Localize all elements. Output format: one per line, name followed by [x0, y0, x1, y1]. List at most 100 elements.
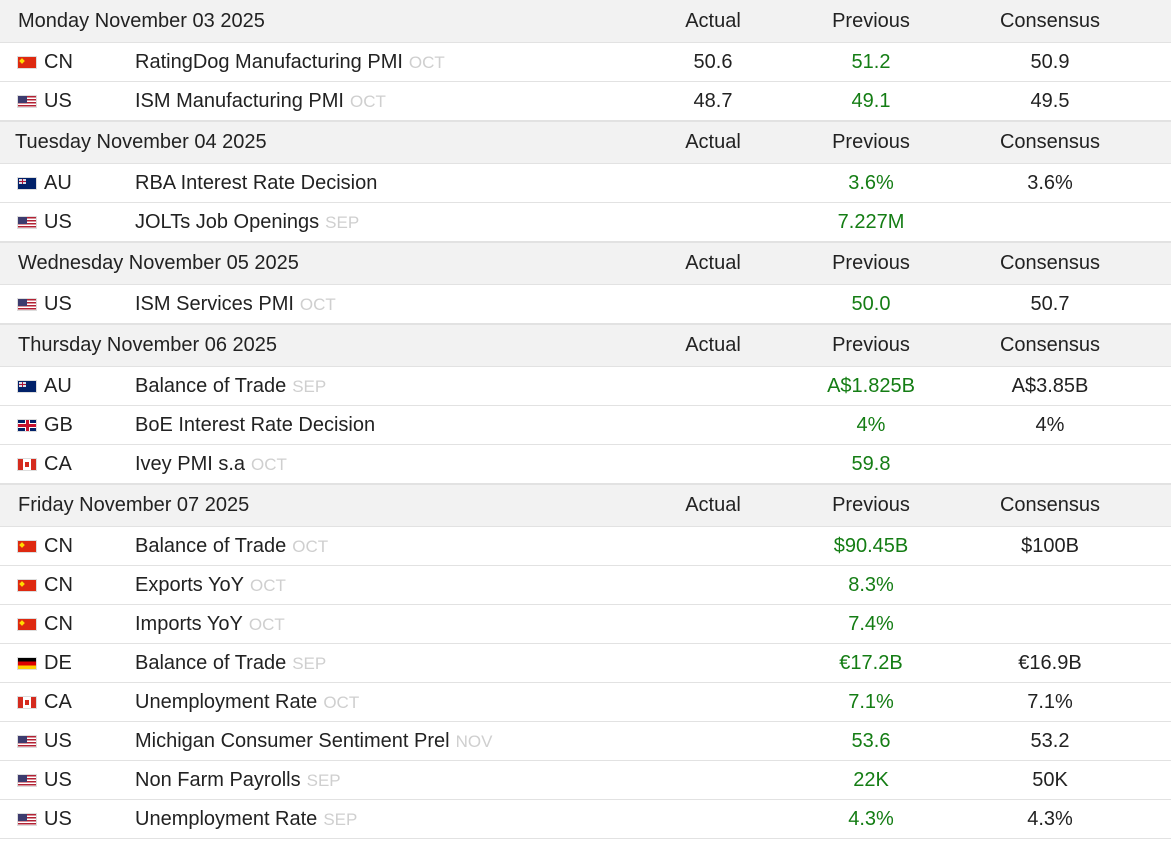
- consensus-column-header: Consensus: [999, 334, 1101, 356]
- event-row[interactable]: AU RBA Interest Rate Decision 3.6% 3.6%: [0, 164, 1171, 203]
- day-date: Thursday November 06 2025: [18, 334, 278, 356]
- previous-value: 7.227M: [837, 210, 905, 233]
- event-name-link[interactable]: Unemployment Rate: [135, 807, 318, 830]
- event-row[interactable]: US ISM Manufacturing PMI OCT 48.7 49.1 49.5: [0, 82, 1171, 121]
- actual-value: 50.6: [693, 50, 733, 73]
- event-period: OCT: [249, 575, 286, 595]
- event-row[interactable]: CA Unemployment Rate OCT 7.1% 7.1%: [0, 683, 1171, 722]
- actual-column-header: Actual: [685, 131, 741, 153]
- consensus-value: 4%: [1035, 413, 1065, 436]
- event-name-link[interactable]: Balance of Trade: [135, 534, 287, 557]
- ca-flag-icon: [17, 695, 37, 709]
- previous-value: 59.8: [851, 452, 891, 475]
- country-code: AU: [44, 374, 72, 397]
- event-row[interactable]: CA Ivey PMI s.a OCT 59.8: [0, 445, 1171, 484]
- country-cell: US: [0, 808, 135, 831]
- us-flag-icon: [17, 812, 37, 826]
- event-cell: RBA Interest Rate Decision: [135, 172, 1171, 195]
- event-row[interactable]: CN Imports YoY OCT 7.4%: [0, 605, 1171, 644]
- event-name-link[interactable]: Imports YoY: [135, 612, 243, 635]
- country-cell: CA: [0, 691, 135, 714]
- us-flag-icon: [17, 297, 37, 311]
- event-name-link[interactable]: Michigan Consumer Sentiment Prel: [135, 729, 450, 752]
- us-flag-icon: [17, 734, 37, 748]
- country-code: CN: [44, 534, 73, 557]
- country-cell: CN: [0, 613, 135, 636]
- cn-flag-icon: [17, 539, 37, 553]
- event-name-link[interactable]: Exports YoY: [135, 573, 244, 596]
- consensus-value: 50K: [1032, 768, 1068, 791]
- event-name-link[interactable]: RatingDog Manufacturing PMI: [135, 50, 403, 73]
- event-name-link[interactable]: JOLTs Job Openings: [135, 210, 320, 233]
- consensus-value: 4.3%: [1027, 807, 1073, 830]
- event-row[interactable]: AU Balance of Trade SEP A$1.825B A$3.85B: [0, 367, 1171, 406]
- country-cell: DE: [0, 652, 135, 675]
- event-row[interactable]: GB BoE Interest Rate Decision 4% 4%: [0, 406, 1171, 445]
- previous-value: 4%: [856, 413, 886, 436]
- previous-column-header: Previous: [832, 9, 910, 32]
- us-flag-icon: [17, 94, 37, 108]
- event-period: OCT: [248, 614, 285, 634]
- event-period: OCT: [292, 536, 329, 556]
- previous-value: $90.45B: [833, 534, 909, 557]
- event-name-link[interactable]: Ivey PMI s.a: [135, 452, 246, 475]
- event-row[interactable]: CN Exports YoY OCT 8.3%: [0, 566, 1171, 605]
- country-code: GB: [44, 413, 73, 436]
- event-cell: Michigan Consumer Sentiment Prel NOV: [135, 730, 1171, 753]
- event-period: OCT: [299, 294, 336, 314]
- event-row[interactable]: US Michigan Consumer Sentiment Prel NOV 53.…: [0, 722, 1171, 761]
- country-cell: US: [0, 730, 135, 753]
- country-cell: US: [0, 90, 135, 113]
- consensus-value: 3.6%: [1027, 171, 1073, 194]
- au-flag-icon: [17, 379, 37, 393]
- event-name-link[interactable]: RBA Interest Rate Decision: [135, 171, 378, 194]
- event-cell: Unemployment Rate OCT: [135, 691, 1171, 714]
- event-cell: Non Farm Payrolls SEP: [135, 769, 1171, 792]
- actual-column-header: Actual: [685, 494, 741, 516]
- country-cell: CN: [0, 51, 135, 74]
- event-name-link[interactable]: ISM Manufacturing PMI: [135, 89, 344, 112]
- event-cell: Balance of Trade SEP: [135, 652, 1171, 675]
- event-cell: JOLTs Job Openings SEP: [135, 211, 1171, 234]
- previous-column-header: Previous: [832, 494, 910, 516]
- event-row[interactable]: US Unemployment Rate SEP 4.3% 4.3%: [0, 800, 1171, 839]
- event-cell: Balance of Trade OCT: [135, 535, 1171, 558]
- event-name-link[interactable]: BoE Interest Rate Decision: [135, 413, 376, 436]
- event-cell: Ivey PMI s.a OCT: [135, 453, 1171, 476]
- day-header: Tuesday November 04 2025 Actual Previous Co…: [0, 121, 1171, 164]
- country-cell: CA: [0, 453, 135, 476]
- country-cell: AU: [0, 375, 135, 398]
- event-row[interactable]: US Non Farm Payrolls SEP 22K 50K: [0, 761, 1171, 800]
- event-name-link[interactable]: Balance of Trade: [135, 374, 287, 397]
- country-cell: GB: [0, 414, 135, 437]
- event-name-link[interactable]: Non Farm Payrolls: [135, 768, 301, 791]
- event-name-link[interactable]: ISM Services PMI: [135, 292, 294, 315]
- event-row[interactable]: CN Balance of Trade OCT $90.45B $100B: [0, 527, 1171, 566]
- event-period: OCT: [323, 692, 360, 712]
- event-period: SEP: [292, 653, 327, 673]
- country-code: CA: [44, 452, 72, 475]
- country-code: US: [44, 729, 72, 752]
- previous-value: 22K: [853, 768, 889, 791]
- day-header: Friday November 07 2025 Actual Previous Con…: [0, 484, 1171, 527]
- event-row[interactable]: DE Balance of Trade SEP €17.2B €16.9B: [0, 644, 1171, 683]
- consensus-value: 49.5: [1030, 89, 1070, 112]
- consensus-value: A$3.85B: [1011, 374, 1089, 397]
- event-cell: Unemployment Rate SEP: [135, 808, 1171, 831]
- event-row[interactable]: US JOLTs Job Openings SEP 7.227M: [0, 203, 1171, 242]
- day-date: Monday November 03 2025: [18, 9, 265, 32]
- country-code: DE: [44, 651, 72, 674]
- event-name-link[interactable]: Balance of Trade: [135, 651, 287, 674]
- event-period: SEP: [325, 212, 360, 232]
- event-cell: RatingDog Manufacturing PMI OCT: [135, 51, 1171, 74]
- event-cell: Imports YoY OCT: [135, 613, 1171, 636]
- event-name-link[interactable]: Unemployment Rate: [135, 690, 318, 713]
- previous-column-header: Previous: [832, 334, 910, 356]
- previous-value: 51.2: [851, 50, 891, 73]
- event-row[interactable]: CN RatingDog Manufacturing PMI OCT 50.6 51.2…: [0, 43, 1171, 82]
- event-row[interactable]: US ISM Services PMI OCT 50.0 50.7: [0, 285, 1171, 324]
- day-date: Tuesday November 04 2025: [15, 131, 267, 153]
- country-cell: US: [0, 211, 135, 234]
- consensus-value: 53.2: [1030, 729, 1070, 752]
- cn-flag-icon: [17, 617, 37, 631]
